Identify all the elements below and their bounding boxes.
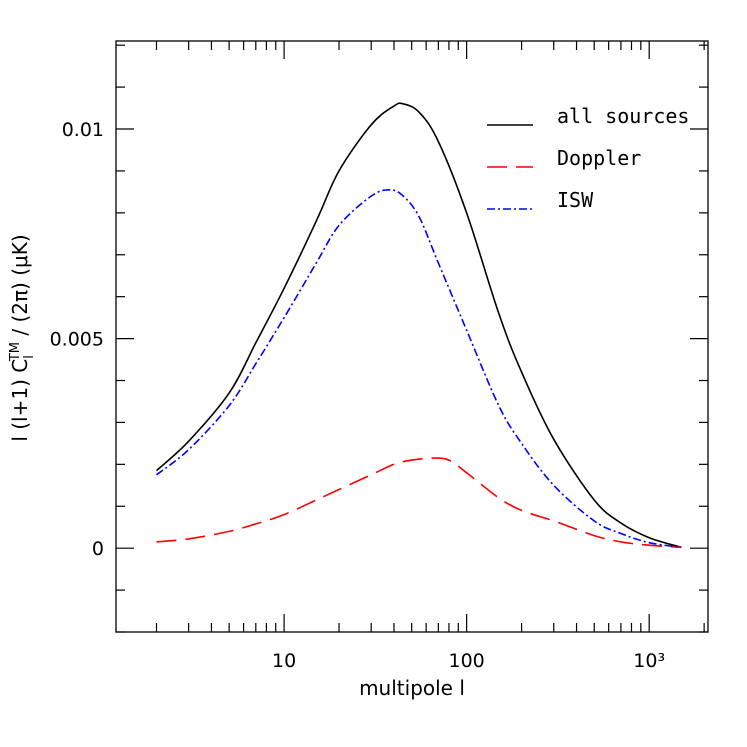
- x-tick-label: 10³: [633, 650, 665, 672]
- y-tick-label: 0.01: [62, 119, 104, 141]
- series-layer: [155, 102, 682, 549]
- y-tick-label: 0.005: [50, 329, 104, 351]
- plot-frame: [115, 40, 709, 633]
- y-axis-title-prefix: l (l+1) C: [8, 359, 32, 442]
- y-tick-label: 0: [92, 538, 104, 560]
- series-line-doppler: [156, 457, 682, 549]
- y-axis-title-subscript: l: [22, 355, 37, 359]
- svg-text:l (l+1) ClTM / (2π) (μK): l (l+1) ClTM / (2π) (μK): [8, 234, 37, 441]
- ticks-layer: [116, 41, 708, 633]
- x-tick-label: 10: [272, 650, 296, 672]
- y-axis-title-suffix: / (2π) (μK): [8, 234, 32, 342]
- legend-label-all-sources: all sources: [557, 104, 689, 128]
- y-axis-title-superscript: TM: [8, 342, 23, 362]
- y-axis-title: l (l+1) ClTM / (2π) (μK): [8, 234, 37, 441]
- legend-label-isw: ISW: [557, 188, 594, 212]
- x-axis-title: multipole l: [359, 676, 465, 700]
- legend-label-doppler: Doppler: [557, 146, 641, 170]
- x-tick-label: 100: [449, 650, 485, 672]
- tick-labels-layer: 10 100 10³ 0 0.005 0.01: [50, 119, 665, 672]
- legend: all sources Doppler ISW: [487, 104, 689, 212]
- series-line-isw: [156, 188, 682, 549]
- series-line-all-sources: [155, 102, 682, 549]
